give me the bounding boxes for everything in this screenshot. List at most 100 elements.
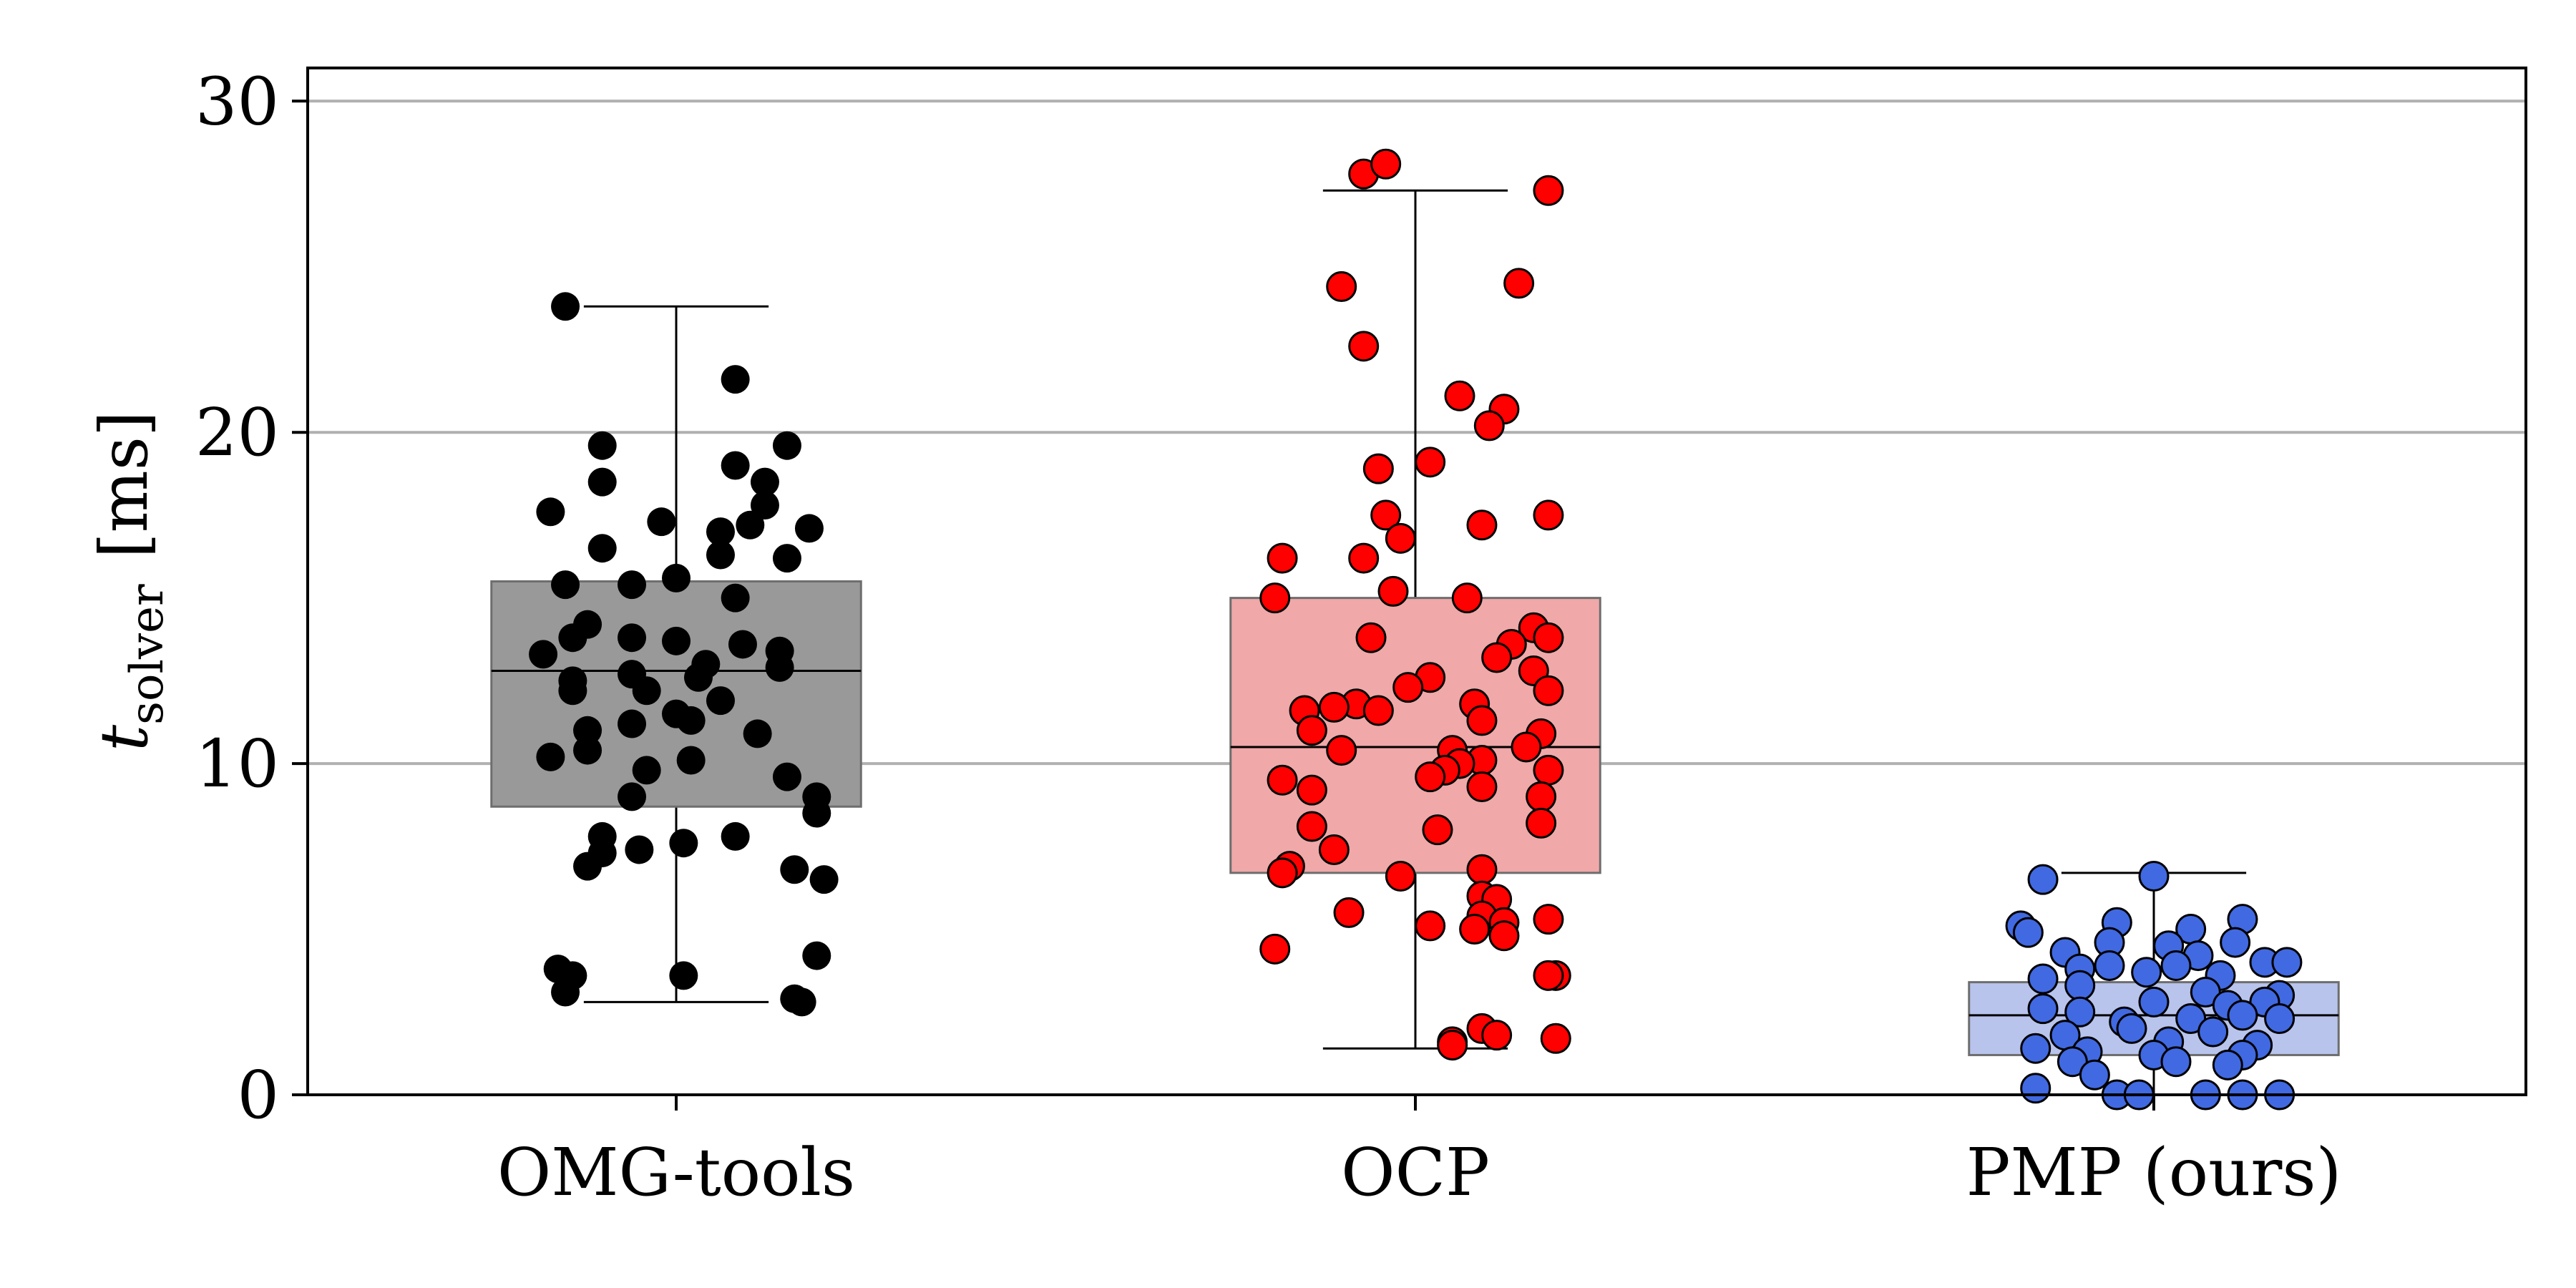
data-point [2057,1046,2088,1078]
data-point [1503,268,1535,299]
data-point [1533,675,1564,706]
data-point [2027,993,2059,1025]
data-point [1267,764,1298,796]
data-point [794,514,824,543]
data-point [587,467,617,497]
data-point [1533,904,1564,935]
data-point [1377,575,1409,607]
data-point [1370,499,1402,531]
data-point [1415,761,1446,793]
data-point [1326,271,1357,303]
data-point [1267,857,1298,889]
data-point [2212,1049,2243,1080]
data-point [587,431,617,460]
data-point [1466,705,1498,736]
data-point [1481,1020,1513,1051]
data-point [1533,754,1564,786]
y-axis-label-unit: [ms] [86,411,162,558]
x-axis-ticks: OMG-tools OCP PMP (ours) [497,1095,2342,1211]
data-point [1267,542,1298,574]
data-point [2020,1073,2051,1104]
data-point [1385,522,1416,554]
data-point [2064,970,2096,1001]
data-point [536,742,565,771]
data-point [1526,781,1557,812]
data-point [625,835,654,864]
data-point [1533,622,1564,653]
data-point [2220,927,2251,958]
data-point [2190,977,2221,1008]
data-point [1385,860,1416,892]
data-point [543,955,572,984]
x-tick-label: OCP [1341,1134,1490,1211]
data-point [1533,960,1564,991]
data-point [2027,864,2059,895]
data-point [529,640,558,669]
data-point [802,799,831,828]
points-series-2 [1259,148,1571,1061]
data-point [1444,380,1475,411]
data-point [706,686,735,716]
data-point [1362,695,1394,726]
data-point [618,570,647,600]
data-point [809,865,839,894]
data-point [558,623,587,653]
data-point [787,987,816,1017]
data-point [1392,672,1424,703]
data-point [772,762,801,791]
y-axis-label-subscript: solver [121,584,174,725]
data-point [551,292,580,321]
data-point [1348,542,1380,574]
y-tick-label: 10 [195,726,279,802]
data-point [1296,774,1327,806]
data-point [2264,1003,2296,1035]
data-point [2197,1016,2229,1048]
data-point [780,855,809,884]
data-point [2079,1059,2110,1091]
data-point [1415,447,1446,478]
data-point [750,467,779,497]
data-point [662,626,691,655]
data-point [706,517,735,547]
y-tick-label: 30 [195,63,279,140]
data-point [1533,499,1564,531]
data-point [728,630,757,659]
data-point [1318,691,1350,723]
data-point [1540,1023,1571,1054]
data-point [1362,453,1394,484]
data-point [1451,582,1483,614]
data-point [1355,622,1387,653]
data-point [1326,735,1357,766]
data-point [683,663,713,692]
data-point [721,451,750,480]
data-point [536,497,565,527]
points-series-3 [2005,860,2303,1111]
data-point [669,829,698,858]
x-tick-label: PMP (ours) [1966,1134,2342,1211]
data-point [2020,1033,2051,1064]
data-point [1296,811,1327,842]
data-points [529,148,2303,1111]
data-point [736,510,765,540]
data-point [1466,771,1498,802]
data-point [1473,410,1505,441]
data-point [573,716,602,745]
data-point [1333,897,1365,928]
data-point [551,977,580,1007]
data-point [587,534,617,563]
data-point [743,719,772,748]
data-point [2160,950,2192,981]
data-point [1437,1030,1468,1061]
data-point [2116,1013,2147,1044]
x-tick-label: OMG-tools [497,1134,855,1211]
data-point [676,746,706,775]
data-point [551,570,580,600]
data-point [2094,950,2125,981]
data-point [632,756,661,785]
data-point [2131,957,2162,988]
data-point [1488,920,1520,952]
data-point [721,821,750,851]
y-axis-ticks: 0 10 20 30 [195,63,308,1133]
data-point [573,852,602,881]
